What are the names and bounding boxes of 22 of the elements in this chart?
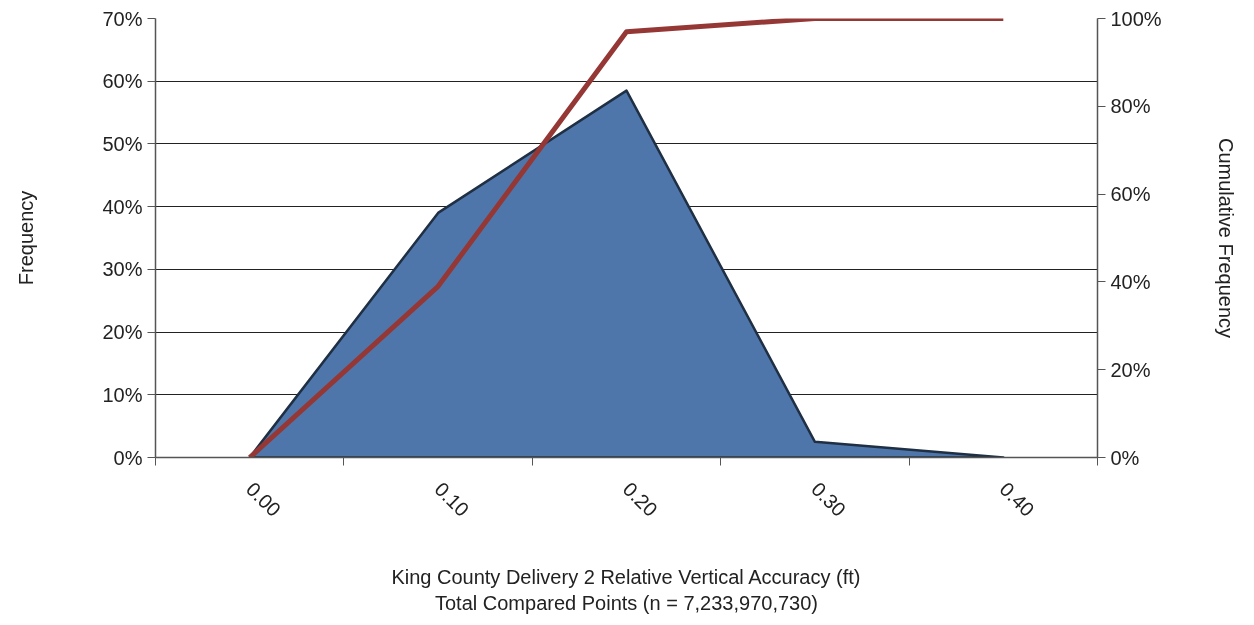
y-tick-label: 10%	[102, 383, 143, 406]
y2-tick-label: 60%	[1110, 183, 1151, 206]
y-tick-label: 60%	[102, 70, 143, 93]
y2-tick-label: 100%	[1110, 7, 1162, 30]
x-tick-label: 0.10	[430, 477, 474, 521]
y2-tick-label: 40%	[1110, 270, 1151, 293]
y-tick-label: 40%	[102, 195, 143, 218]
y-tick-label: 30%	[102, 258, 143, 281]
x-tick-label: 0.30	[807, 477, 851, 521]
x-tick-label: 0.40	[995, 477, 1039, 521]
y-tick-label: 70%	[102, 7, 143, 30]
x-tick-label: 0.20	[618, 477, 662, 521]
y-tick-label: 50%	[102, 132, 143, 155]
y-axis-title: Frequency	[15, 190, 38, 286]
y2-tick-label: 0%	[1110, 446, 1140, 469]
y2-axis-title: Cumulative Frequency	[1214, 137, 1237, 339]
y-tick-label: 0%	[113, 446, 143, 469]
x-tick-label: 0.00	[241, 477, 286, 521]
x-axis-title: King County Delivery 2 Relative Vertical Accuracy (ft) Total Compared Points (n = 7,233,970,730)	[391, 565, 861, 615]
y2-tick-label: 20%	[1110, 358, 1151, 381]
y-tick-label: 20%	[102, 321, 143, 344]
y2-tick-label: 80%	[1110, 95, 1151, 118]
